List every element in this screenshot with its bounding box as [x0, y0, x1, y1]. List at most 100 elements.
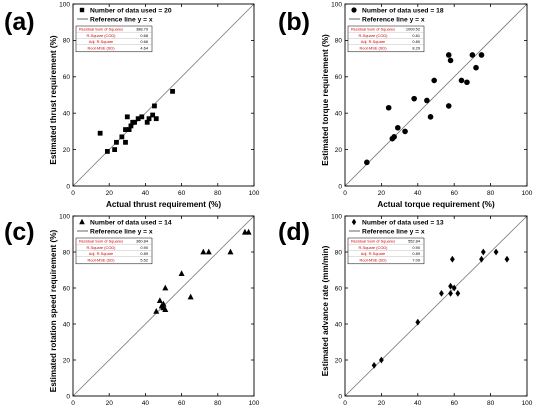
- y-tick-label: 40: [63, 321, 71, 328]
- stats-name: Residual Sum of Squares: [351, 27, 395, 32]
- plot-frame: [344, 3, 528, 187]
- plot-frame: [72, 3, 255, 187]
- stats-value: 0.68: [140, 33, 148, 38]
- x-tick-label: 80: [214, 400, 222, 407]
- stats-name: Residual Sum of Squares: [79, 239, 123, 244]
- data-point: [227, 248, 234, 255]
- y-axis-label: Estimated thrust requirement (%): [49, 35, 58, 164]
- data-point: [153, 116, 159, 122]
- y-tick-label: 100: [331, 1, 342, 8]
- y-tick-label: 0: [66, 183, 70, 190]
- stats-name: R-Square (COD): [359, 33, 389, 38]
- stats-value: 0.81: [412, 33, 420, 38]
- data-point: [504, 255, 510, 263]
- chart-panel-1: (a) 0 20 40 60 80 100 0 20 40 60 80 100 Actual thrust…: [4, 1, 260, 209]
- x-tick-label: 40: [414, 190, 422, 197]
- x-tick-label: 40: [142, 400, 150, 407]
- data-point: [480, 248, 486, 256]
- stats-table: [75, 25, 153, 53]
- y-axis-label: Estimated rotation speed requirement (%): [49, 230, 58, 393]
- y-tick-label: 80: [63, 249, 71, 256]
- stats-value: 0.89: [412, 251, 420, 256]
- data-point: [146, 116, 152, 122]
- y-tick-label: 20: [63, 147, 71, 154]
- data-point: [469, 52, 476, 58]
- data-point: [170, 88, 175, 94]
- data-point: [187, 293, 194, 300]
- y-tick-label: 80: [335, 38, 343, 45]
- data-point: [451, 284, 457, 292]
- y-tick-label: 0: [338, 393, 342, 400]
- stats-table: [347, 25, 425, 53]
- data-point: [205, 248, 212, 255]
- x-tick-label: 100: [522, 190, 533, 197]
- data-point: [112, 147, 118, 152]
- data-point: [104, 149, 110, 154]
- data-point: [124, 114, 130, 120]
- data-point: [135, 116, 141, 122]
- y-tick-label: 0: [338, 183, 342, 190]
- x-tick-label: 80: [487, 400, 495, 407]
- y-tick-label: 60: [63, 285, 71, 292]
- y-tick-label: 40: [335, 321, 343, 328]
- data-point: [153, 308, 160, 314]
- panel-label: (c): [4, 218, 35, 246]
- data-point: [97, 130, 103, 136]
- stats-name: R-Square (COD): [87, 245, 117, 250]
- x-tick-label: 0: [71, 400, 75, 407]
- stats-value: 1009.52: [406, 27, 420, 32]
- data-point: [445, 52, 452, 58]
- legend-marker: [351, 218, 357, 226]
- x-tick-label: 40: [414, 400, 422, 407]
- data-point: [114, 139, 119, 145]
- data-point: [156, 297, 163, 303]
- data-point: [449, 255, 455, 263]
- data-point: [391, 134, 397, 140]
- stats-name: R-Square (COD): [87, 33, 117, 38]
- x-tick-label: 0: [343, 190, 347, 197]
- legend-ref-label: Reference line y = x: [90, 229, 153, 236]
- data-point: [245, 228, 252, 235]
- data-point: [160, 300, 167, 307]
- data-point: [379, 356, 384, 364]
- x-tick-label: 60: [178, 400, 186, 407]
- legend-ref-label: Reference line y = x: [90, 17, 153, 24]
- stats-name: Residual Sum of Squares: [79, 27, 123, 32]
- x-tick-label: 20: [106, 190, 114, 197]
- data-point: [427, 114, 434, 120]
- x-axis-label: Actual torque requirement (%): [377, 200, 495, 209]
- data-point: [411, 95, 417, 102]
- data-point: [128, 123, 134, 129]
- y-tick-label: 80: [335, 249, 343, 256]
- data-point: [431, 77, 437, 84]
- data-point: [119, 134, 125, 140]
- stats-value: 0.66: [140, 39, 148, 44]
- x-tick-label: 0: [343, 400, 347, 407]
- legend-data-label: Number of data used = 14: [90, 220, 172, 227]
- plot-frame: [344, 215, 528, 397]
- legend-data-label: Number of data used = 13: [362, 220, 444, 227]
- x-tick-label: 100: [249, 190, 260, 197]
- data-point: [455, 290, 461, 297]
- x-tick-label: 100: [249, 400, 260, 407]
- stats-name: Adj. R-Square: [89, 39, 113, 44]
- legend-data-label: Number of data used = 18: [362, 8, 444, 15]
- chart-panel-2: (b) 0 20 40 60 80 100 0 20 40 60 80 100 Actual torque…: [278, 1, 533, 209]
- data-point: [458, 77, 465, 84]
- x-tick-label: 20: [378, 190, 386, 197]
- y-tick-label: 20: [63, 357, 71, 364]
- data-point: [479, 255, 484, 263]
- data-point: [371, 362, 377, 369]
- stats-value: 552.84: [408, 239, 421, 244]
- stats-name: Adj. R-Square: [361, 251, 385, 256]
- legend-marker: [79, 7, 85, 13]
- x-tick-label: 40: [142, 190, 150, 197]
- stats-value: 0.90: [412, 245, 420, 250]
- stats-value: 388.79: [136, 27, 148, 32]
- stats-name: Root-MSE (SD): [87, 257, 115, 262]
- y-tick-label: 40: [335, 111, 343, 118]
- data-point: [402, 128, 408, 135]
